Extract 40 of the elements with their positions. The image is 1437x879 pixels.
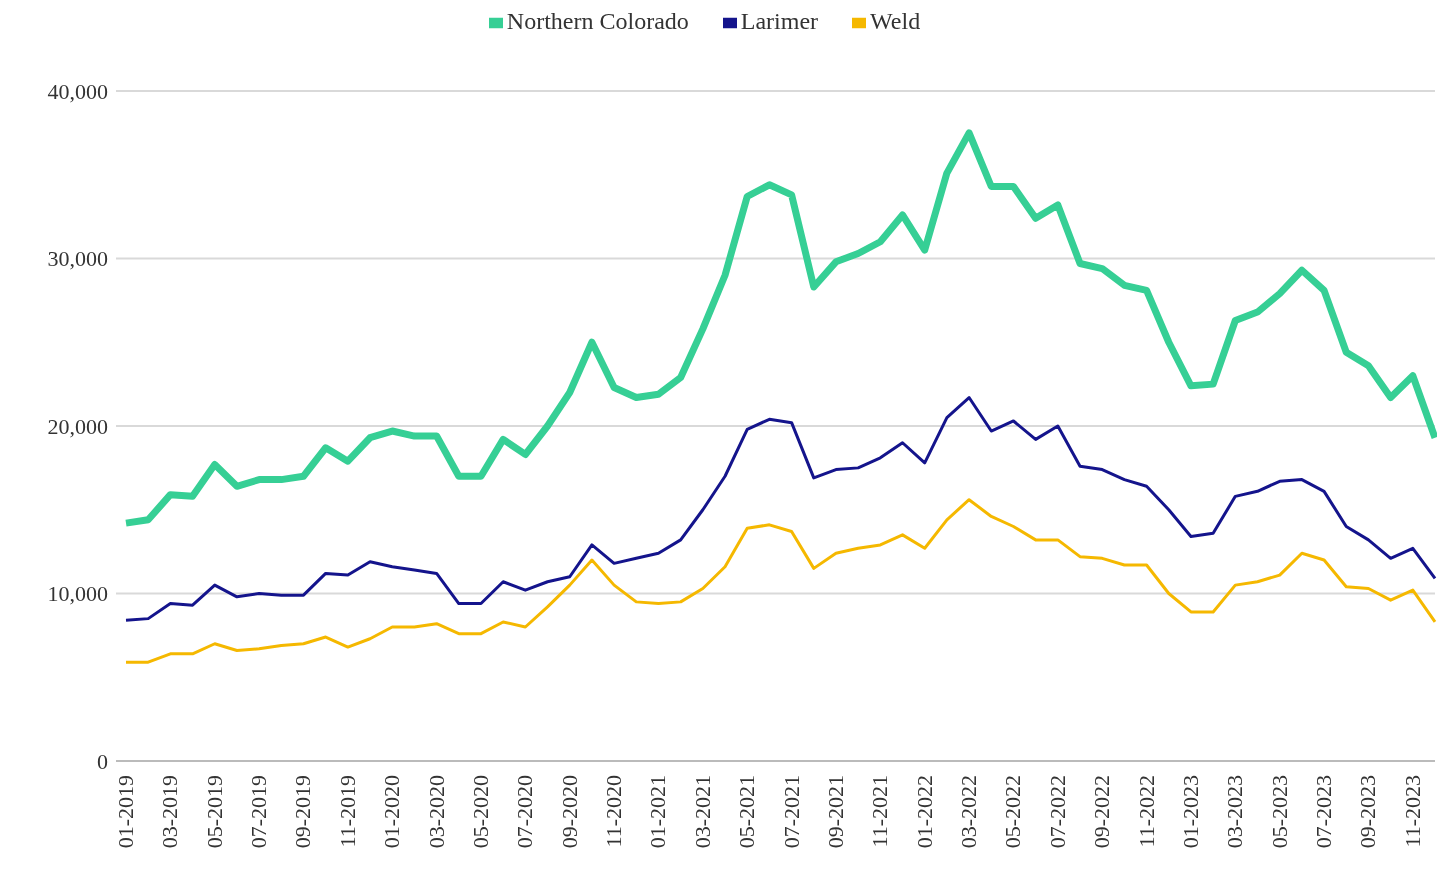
x-tick-label: 03-2022 bbox=[956, 775, 982, 849]
x-tick-label: 01-2022 bbox=[911, 775, 937, 849]
x-tick-label: 01-2023 bbox=[1177, 775, 1203, 849]
x-tick-label: 07-2021 bbox=[778, 775, 804, 849]
x-tick-label: 03-2019 bbox=[157, 775, 183, 849]
x-tick-label: 01-2020 bbox=[379, 775, 405, 849]
x-tick-label: 09-2021 bbox=[822, 775, 848, 849]
x-tick-label: 11-2021 bbox=[867, 775, 893, 848]
x-tick-label: 05-2023 bbox=[1266, 775, 1292, 849]
x-tick-label: 11-2023 bbox=[1399, 775, 1425, 848]
y-tick-label: 10,000 bbox=[47, 581, 108, 607]
x-tick-label: 07-2022 bbox=[1044, 775, 1070, 849]
x-tick-label: 09-2019 bbox=[290, 775, 316, 849]
x-tick-label: 09-2020 bbox=[556, 775, 582, 849]
x-tick-label: 07-2023 bbox=[1311, 775, 1337, 849]
legend-label: Northern Colorado bbox=[506, 8, 689, 34]
x-tick-label: 05-2019 bbox=[201, 775, 227, 849]
x-tick-label: 05-2020 bbox=[467, 775, 493, 849]
legend-label: Larimer bbox=[740, 8, 819, 34]
x-tick-label: 11-2019 bbox=[334, 775, 360, 848]
x-tick-label: 03-2023 bbox=[1222, 775, 1248, 849]
x-tick-label: 07-2020 bbox=[512, 775, 538, 849]
x-tick-label: 03-2021 bbox=[689, 775, 715, 849]
x-tick-label: 01-2021 bbox=[645, 775, 671, 849]
x-tick-label: 11-2020 bbox=[601, 775, 627, 848]
line-series bbox=[124, 396, 1437, 622]
x-tick-label: 09-2023 bbox=[1355, 775, 1381, 849]
x-tick-label: 07-2019 bbox=[246, 775, 272, 849]
line-series bbox=[124, 498, 1437, 664]
x-tick-label: 09-2022 bbox=[1089, 775, 1115, 849]
y-tick-label: 0 bbox=[97, 748, 108, 774]
x-tick-label: 11-2022 bbox=[1133, 775, 1159, 848]
y-tick-label: 30,000 bbox=[47, 246, 108, 272]
x-tick-label: 05-2022 bbox=[1000, 775, 1026, 849]
x-tick-label: 05-2021 bbox=[734, 775, 760, 849]
x-tick-label: 01-2019 bbox=[113, 775, 138, 849]
legend-label: Weld bbox=[870, 8, 921, 34]
x-tick-label: 03-2020 bbox=[423, 775, 449, 849]
y-tick-label: 40,000 bbox=[47, 78, 108, 104]
y-tick-label: 20,000 bbox=[47, 413, 108, 439]
